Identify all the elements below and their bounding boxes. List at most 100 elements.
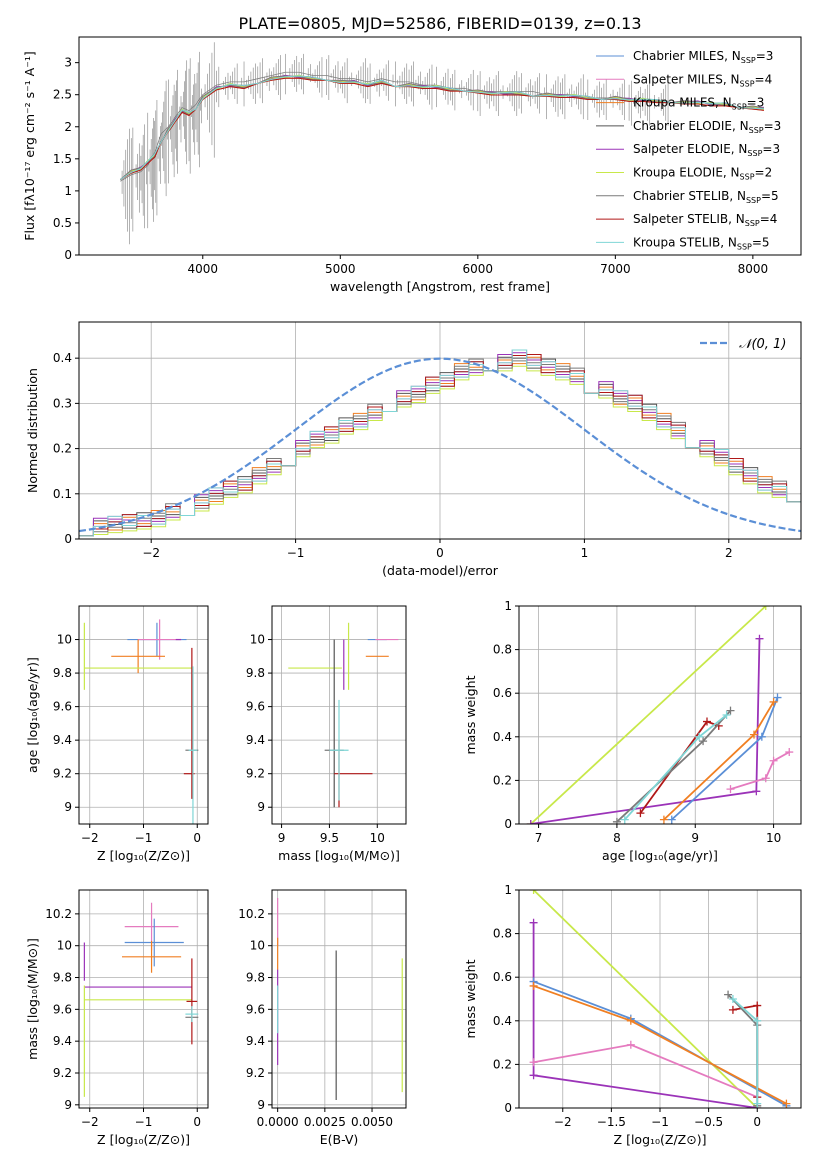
plot-area-mass-vs-ebv xyxy=(277,897,403,1101)
tick-label-y: 0.6 xyxy=(493,970,512,984)
tick-label-x: −1 xyxy=(135,1115,153,1129)
x-axis-label: mass [log₁₀(M/M⊙)] xyxy=(278,848,400,863)
legend-label: Salpeter ELODIE, NSSP=3 xyxy=(633,142,780,158)
tick-label-x: 6000 xyxy=(463,262,494,276)
tick-label-y: 10.2 xyxy=(45,907,72,921)
axes-frame xyxy=(78,36,802,256)
plot-area-mass-vs-Z xyxy=(83,902,199,1097)
weight-marker xyxy=(722,711,731,719)
tick-label-y: 0.8 xyxy=(493,643,512,657)
tick-label-x: 7000 xyxy=(600,262,631,276)
legend-suffix: =3 xyxy=(762,142,780,156)
legend-label: Chabrier ELODIE, NSSP=3 xyxy=(633,119,781,135)
weight-marker xyxy=(703,717,711,726)
plot-area-spectrum xyxy=(119,42,764,245)
x-axis-label: Z [log₁₀(Z/Z⊙)] xyxy=(97,1132,190,1147)
legend-label: Chabrier STELIB, NSSP=5 xyxy=(633,189,779,205)
plot-area-residuals xyxy=(79,349,801,537)
legend-suffix: =5 xyxy=(761,189,779,203)
tick-label-y: 9.6 xyxy=(53,700,72,714)
weight-marker xyxy=(626,1016,635,1025)
legend-name: Salpeter STELIB, N xyxy=(633,212,745,226)
tick-label-y: 1 xyxy=(64,184,72,198)
legend-sub: SSP xyxy=(737,242,752,251)
x-axis-label: (data-model)/error xyxy=(382,563,499,578)
tick-label-y: 0 xyxy=(504,1101,512,1115)
tick-label-y: 9.4 xyxy=(53,1034,72,1048)
weight-marker xyxy=(699,737,708,746)
legend-suffix: =5 xyxy=(752,235,770,249)
tick-label-y: 9.8 xyxy=(53,971,72,985)
legend-name: Chabrier ELODIE, N xyxy=(633,119,749,133)
axes-frame xyxy=(518,605,802,825)
legend-sub: SSP xyxy=(746,196,761,205)
tick-label-x: 8 xyxy=(613,831,621,845)
plot-area-age-vs-mass xyxy=(288,622,399,808)
legend-sub: SSP xyxy=(732,103,747,112)
weight-line-2 xyxy=(639,720,720,814)
legend-label: Salpeter STELIB, NSSP=4 xyxy=(633,212,777,228)
tick-label-x: −2 xyxy=(142,546,160,560)
weight-marker xyxy=(785,748,794,757)
tick-label-x: 10 xyxy=(370,831,385,845)
tick-label-x: −1 xyxy=(651,1115,669,1129)
weight-marker xyxy=(753,1016,762,1025)
tick-label-x: 9 xyxy=(691,831,699,845)
tick-label-x: 7 xyxy=(535,831,543,845)
weight-marker xyxy=(728,995,737,1003)
tick-label-y: 9.4 xyxy=(246,1034,265,1048)
legend-sub: SSP xyxy=(740,173,755,182)
weight-marker xyxy=(753,1001,762,1010)
plot-area-age-vs-Z xyxy=(83,619,199,824)
tick-label-y: 0.2 xyxy=(53,442,72,456)
tick-label-y: 9 xyxy=(257,800,265,814)
histogram-5 xyxy=(79,365,801,537)
weight-line-0 xyxy=(532,890,758,1108)
tick-label-x: 5000 xyxy=(325,262,356,276)
tick-label-y: 9.6 xyxy=(246,700,265,714)
chart-age-vs-Z: −2 −1 0 9 9.2 9.4 9.6 9.8 10 Z [log₁₀(Z/Z⊙)] age [… xyxy=(25,605,209,863)
legend-suffix: =4 xyxy=(755,72,773,86)
weight-marker xyxy=(529,890,538,894)
chart-age-vs-mass: 9 9.5 10 9 9.2 9.4 9.6 9.8 10 mass [log₁₀(M/M⊙)] xyxy=(246,605,407,863)
tick-label-y: 0.5 xyxy=(53,216,72,230)
tick-label-y: 0.4 xyxy=(493,730,512,744)
weight-marker xyxy=(755,634,764,643)
tick-label-x: −1.5 xyxy=(597,1115,626,1129)
weight-marker xyxy=(769,756,778,765)
weight-marker xyxy=(750,730,758,739)
tick-label-x: −1 xyxy=(287,546,305,560)
tick-label-x: 0.0025 xyxy=(304,1115,346,1129)
axes-frame xyxy=(271,889,407,1109)
weight-marker xyxy=(620,815,629,824)
weight-marker xyxy=(626,1040,635,1049)
tick-label-y: 0.6 xyxy=(493,686,512,700)
tick-label-y: 9.4 xyxy=(53,733,72,747)
model-line-6 xyxy=(119,75,764,180)
legend-name: Kroupa ELODIE, N xyxy=(633,166,740,180)
legend-name: Kroupa STELIB, N xyxy=(633,235,737,249)
weight-marker xyxy=(529,918,538,927)
tick-label-x: 10 xyxy=(766,831,781,845)
chart-massweight-vs-Z: −2 −1.5 −1 −0.5 0 0 0.2 0.4 0.6 0.8 1 Z [log₁₀(Z/Z⊙… xyxy=(463,883,802,1147)
weight-line-7 xyxy=(730,751,790,790)
tick-label-x: 2 xyxy=(725,546,733,560)
tick-label-y: 9.2 xyxy=(246,767,265,781)
weight-marker xyxy=(659,815,668,824)
tick-label-y: 1 xyxy=(504,599,512,613)
weight-marker xyxy=(769,697,778,706)
weight-marker xyxy=(761,774,770,783)
tick-label-y: 9.8 xyxy=(246,666,265,680)
tick-label-y: 0 xyxy=(64,532,72,546)
tick-label-y: 1.5 xyxy=(53,152,72,166)
y-axis-label: age [log₁₀(age/yr)] xyxy=(25,657,40,773)
tick-label-x: −1 xyxy=(135,831,153,845)
axes-frame xyxy=(271,605,407,825)
tick-label-x: 4000 xyxy=(187,262,218,276)
tick-label-y: 0 xyxy=(64,248,72,262)
tick-label-x: 9.5 xyxy=(320,831,339,845)
legend-name: Chabrier MILES, N xyxy=(633,49,741,63)
tick-label-y: 2.5 xyxy=(53,88,72,102)
y-axis-label: mass weight xyxy=(463,959,478,1038)
